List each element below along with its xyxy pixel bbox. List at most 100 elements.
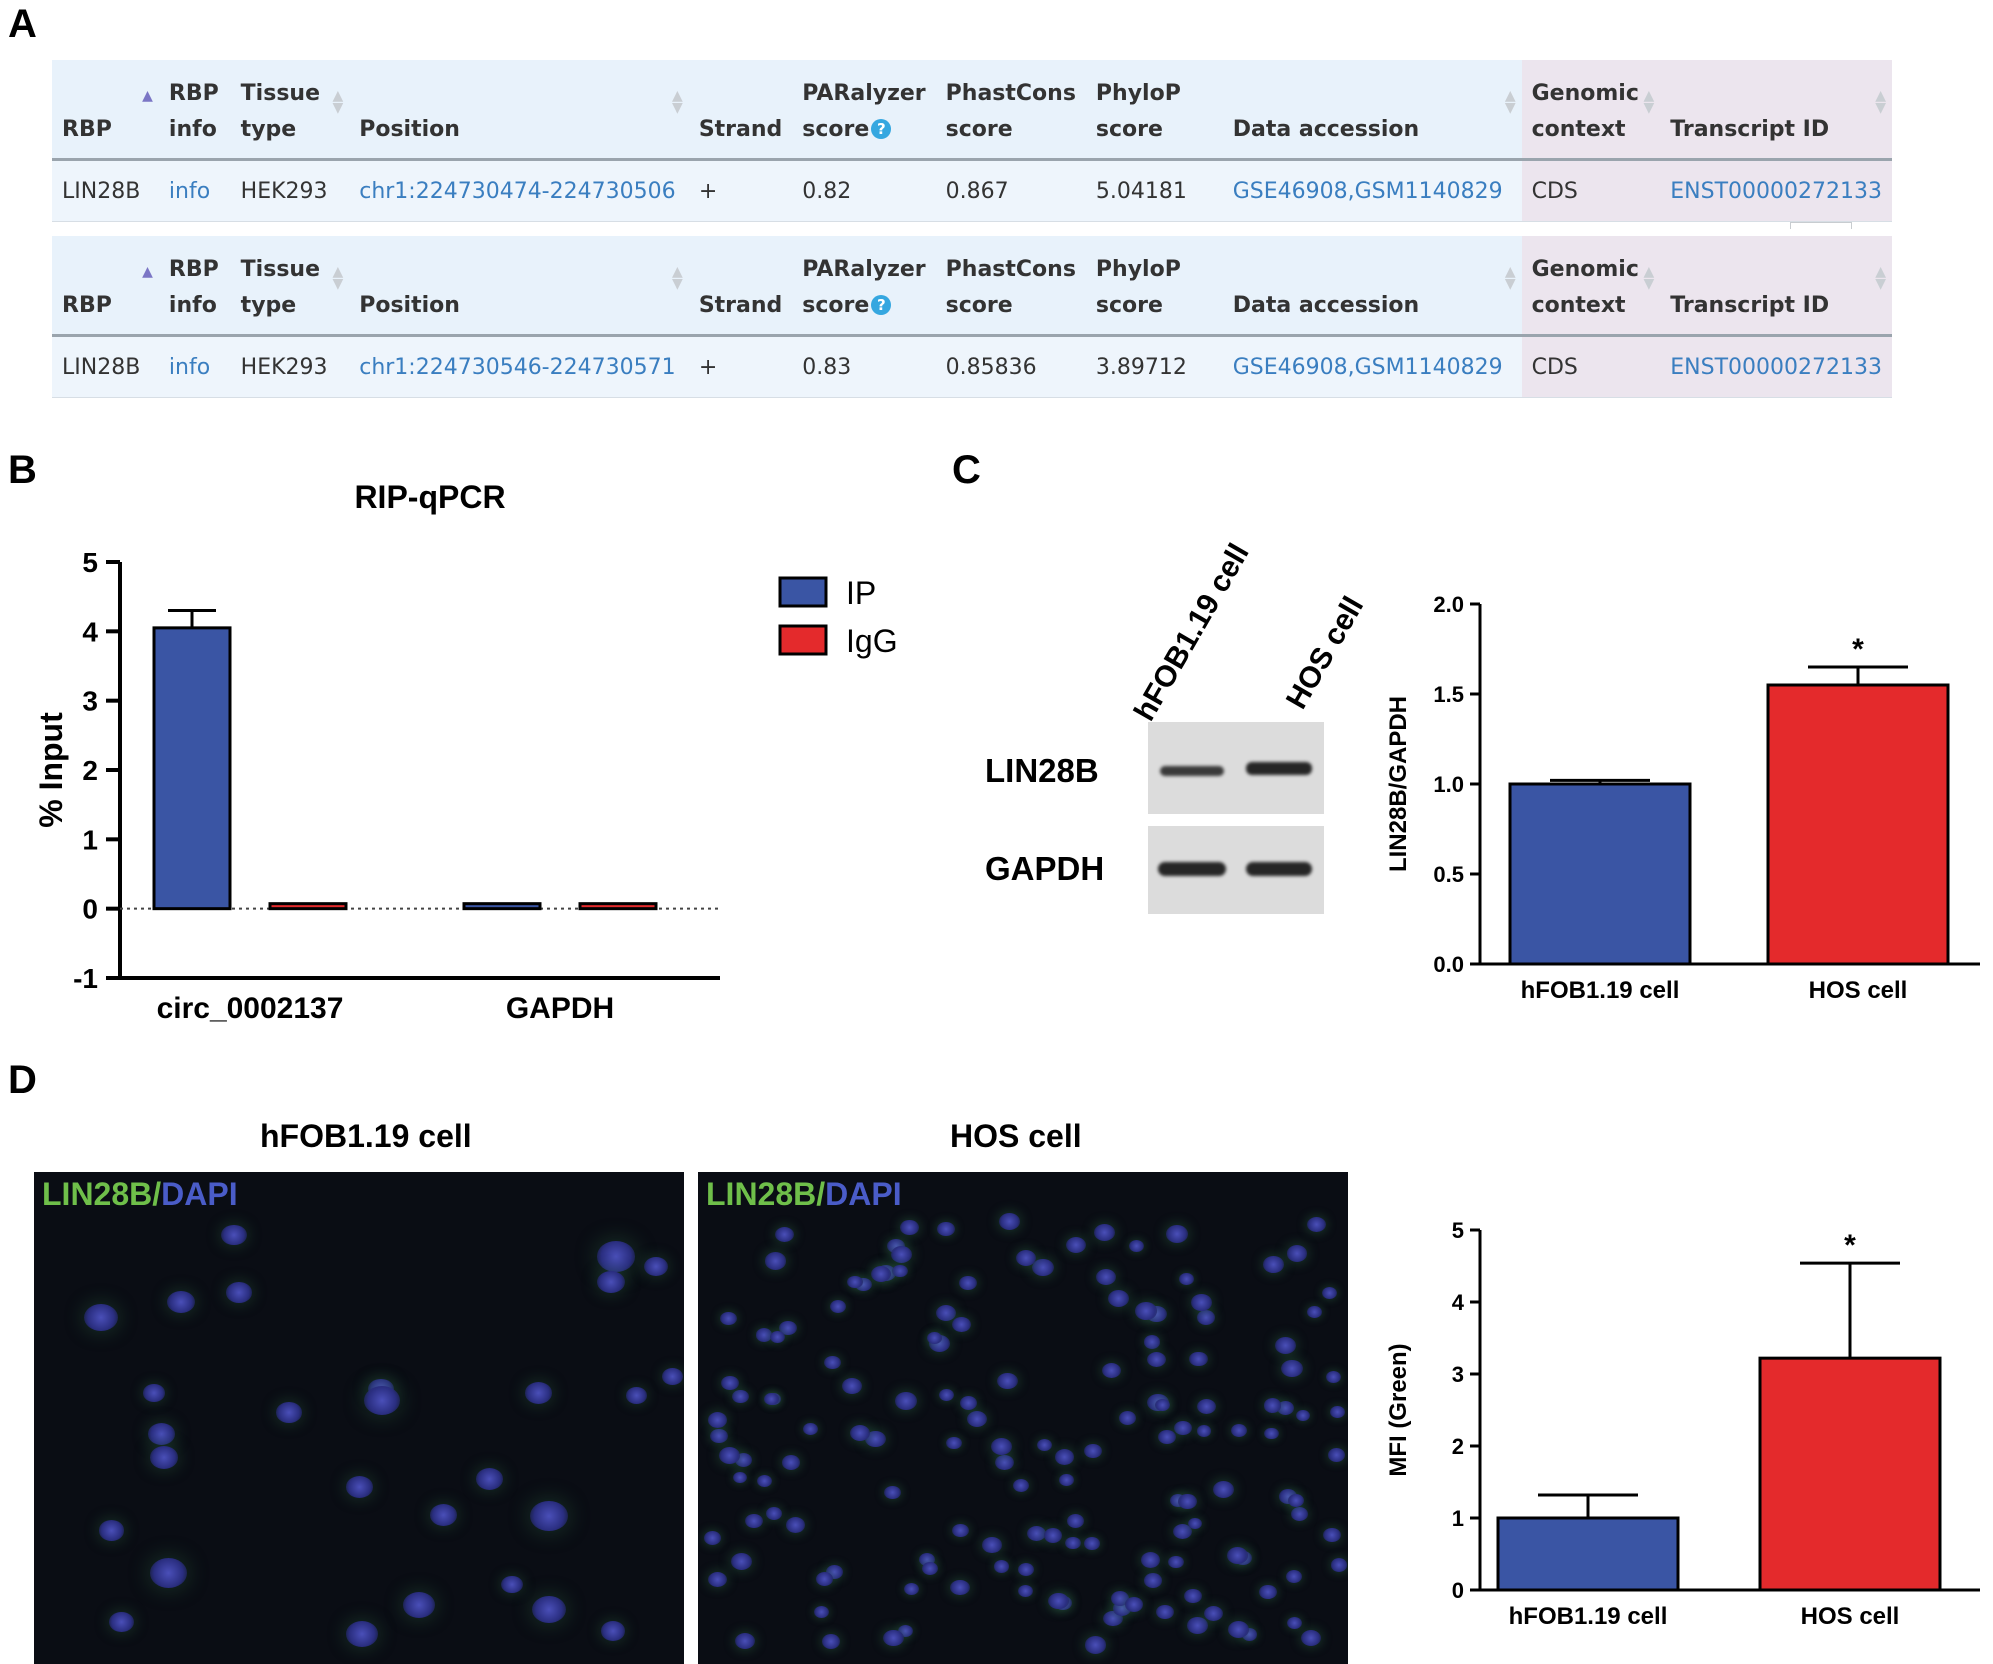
column-header-rbp-info[interactable]: RBP info: [158, 236, 231, 337]
cell-nucleus: [766, 1507, 782, 1520]
column-header-phastcons-score[interactable]: PhastCons score: [935, 236, 1086, 337]
column-header-paralyzer-score[interactable]: PARalyzer score?: [792, 236, 936, 337]
help-icon[interactable]: ?: [871, 119, 892, 139]
cell-nucleus: [950, 1579, 970, 1596]
blot-band-label: LIN28B: [985, 752, 1099, 789]
column-header-transcript-id[interactable]: Transcript ID ▲ ▼: [1660, 236, 1892, 337]
sort-icon[interactable]: ▲ ▼: [1643, 264, 1655, 292]
legend-swatch-igg: [778, 624, 828, 656]
cell-nucleus: [892, 1264, 908, 1277]
column-header-position[interactable]: Position ▲ ▼: [349, 60, 689, 161]
cell-nucleus: [530, 1501, 568, 1532]
column-header-position[interactable]: Position ▲ ▼: [349, 236, 689, 337]
scroll-handle[interactable]: [1790, 222, 1852, 229]
column-header-data-accession[interactable]: Data accession ▲ ▼: [1222, 236, 1522, 337]
accession-link[interactable]: GSE46908,GSM1140829: [1222, 159, 1522, 222]
column-header-phylop-score[interactable]: PhyloP score: [1085, 236, 1223, 337]
cell-nucleus: [1158, 1429, 1177, 1445]
cell-nucleus: [991, 1438, 1013, 1456]
cell-nucleus: [937, 1221, 955, 1236]
cell-nucleus: [1083, 1443, 1102, 1459]
cell-nucleus: [786, 1517, 806, 1533]
column-header-genomic-context[interactable]: Genomic context ▲ ▼: [1521, 60, 1661, 161]
sort-icon[interactable]: ▲ ▼: [1643, 88, 1655, 116]
cell-nucleus: [1276, 1401, 1294, 1415]
column-header-tissue-type[interactable]: Tissue type ▲ ▼: [230, 236, 350, 337]
chart-b-rip-qpcr: RIP-qPCR -1 0 1 2 3 4 5 % Input circ_0002137 GAPDH…: [33, 479, 898, 1025]
help-icon[interactable]: ?: [871, 295, 892, 315]
micrograph-hos: LIN28B/DAPI: [698, 1172, 1348, 1664]
table-header-row: RBP ▲ RBP info Tissue type ▲ ▼ Position ▲ ▼ Str…: [52, 60, 1892, 161]
cell-nucleus: [84, 1304, 119, 1332]
sort-icon[interactable]: ▲ ▼: [672, 88, 683, 116]
cell-nucleus: [769, 1330, 786, 1344]
position-link[interactable]: chr1:224730474-224730506: [349, 159, 689, 222]
column-header-rbp[interactable]: RBP ▲: [52, 60, 159, 161]
column-header-tissue-type[interactable]: Tissue type ▲ ▼: [230, 60, 350, 161]
cell-nucleus: [1043, 1528, 1062, 1543]
blot-lane-labels: hFOB1.19 cell HOS cell: [1100, 520, 1400, 726]
cell-nucleus: [1036, 1438, 1053, 1452]
cell-nucleus: [661, 1368, 683, 1385]
cell-nucleus: [998, 1213, 1021, 1231]
y-tick-label: 1.0: [1433, 772, 1464, 797]
sort-icon[interactable]: ▲ ▼: [672, 264, 683, 292]
column-header-phastcons-score[interactable]: PhastCons score: [935, 60, 1086, 161]
info-link[interactable]: info: [158, 159, 231, 222]
cell-tissue: HEK293: [230, 335, 350, 398]
column-header-paralyzer-score[interactable]: PARalyzer score?: [792, 60, 936, 161]
x-tick-label: hFOB1.19 cell: [1509, 1603, 1668, 1630]
column-header-phylop-score[interactable]: PhyloP score: [1085, 60, 1223, 161]
accession-link[interactable]: GSE46908,GSM1140829: [1222, 335, 1522, 398]
cell-nucleus: [1048, 1592, 1070, 1610]
sort-icon[interactable]: ▲ ▼: [1875, 88, 1886, 116]
table-row: LIN28B info HEK293 chr1:224730474-224730…: [52, 159, 1892, 222]
transcript-link[interactable]: ENST00000272133: [1660, 335, 1892, 398]
sort-asc-icon[interactable]: ▲: [142, 88, 153, 104]
blot-lane-label: hFOB1.19 cell: [1128, 538, 1256, 727]
sort-icon[interactable]: ▲ ▼: [332, 264, 344, 292]
cell-nucleus: [276, 1402, 302, 1423]
cell-nucleus: [764, 1252, 787, 1270]
bar-igg: [578, 902, 658, 911]
info-link[interactable]: info: [158, 335, 231, 398]
micrograph-hfob: LIN28B/DAPI: [34, 1172, 684, 1664]
column-header-rbp-info[interactable]: RBP info: [158, 60, 231, 161]
sort-icon[interactable]: ▲ ▼: [1504, 264, 1516, 292]
cell-nucleus: [755, 1328, 772, 1342]
sort-icon[interactable]: ▲ ▼: [1504, 88, 1516, 116]
sort-icon[interactable]: ▲ ▼: [1875, 264, 1886, 292]
column-header-data-accession[interactable]: Data accession ▲ ▼: [1222, 60, 1522, 161]
chart-title: RIP-qPCR: [354, 479, 505, 515]
cell-nucleus: [1264, 1427, 1279, 1440]
cell-nucleus: [1286, 1569, 1303, 1583]
bar-ip: [152, 626, 232, 911]
blot-band: [1246, 762, 1312, 775]
cell-nucleus: [1016, 1249, 1036, 1266]
cell-nucleus: [1155, 1399, 1171, 1412]
column-header-strand[interactable]: Strand: [688, 60, 793, 161]
panel-label-c: C: [952, 448, 981, 492]
cell-nucleus: [1330, 1405, 1345, 1418]
cell-nucleus: [1173, 1421, 1192, 1436]
y-tick-label: 5: [1452, 1218, 1464, 1243]
blot-image-gapdh: [1148, 826, 1324, 914]
column-header-genomic-context[interactable]: Genomic context ▲ ▼: [1521, 236, 1661, 337]
cell-nucleus: [1102, 1362, 1122, 1379]
cell-rbp: LIN28B: [52, 159, 159, 222]
sort-icon[interactable]: ▲ ▼: [332, 88, 344, 116]
sort-asc-icon[interactable]: ▲: [142, 264, 153, 280]
position-link[interactable]: chr1:224730546-224730571: [349, 335, 689, 398]
column-header-rbp[interactable]: RBP ▲: [52, 236, 159, 337]
cell-nucleus: [1307, 1216, 1327, 1232]
x-tick-label: hFOB1.19 cell: [1521, 977, 1680, 1004]
cell-nucleus: [1184, 1588, 1202, 1603]
column-header-strand[interactable]: Strand: [688, 236, 793, 337]
cell-nucleus: [524, 1381, 553, 1405]
cell-nucleus: [1124, 1597, 1144, 1612]
column-header-transcript-id[interactable]: Transcript ID ▲ ▼: [1660, 60, 1892, 161]
transcript-link[interactable]: ENST00000272133: [1660, 159, 1892, 222]
cell-nucleus: [803, 1423, 819, 1436]
cell-nucleus: [707, 1571, 727, 1588]
cell-nucleus: [994, 1560, 1010, 1573]
